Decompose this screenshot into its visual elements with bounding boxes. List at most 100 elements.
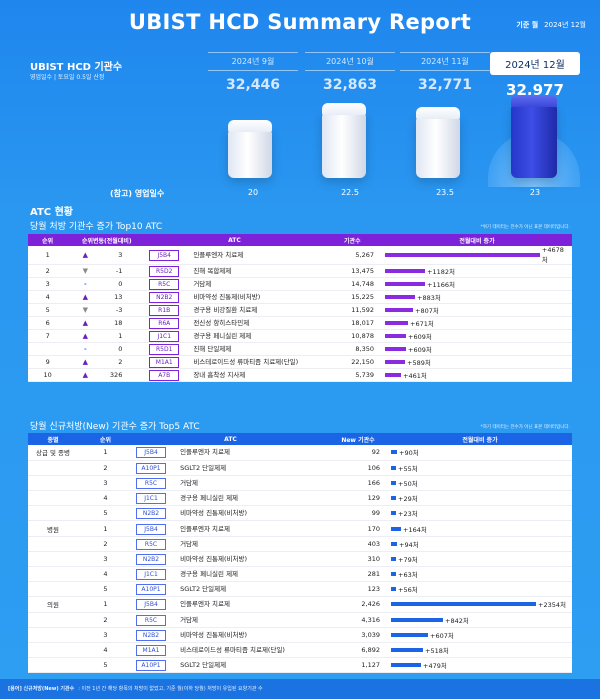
up-arrow-icon: ▲ <box>82 319 89 327</box>
rank: 5 <box>78 581 133 598</box>
count: 13,475 <box>322 264 382 278</box>
table-row: 4 M1A1 비스테로이드성 류마티즘 치료제(단일) 6,892 +518처 <box>28 642 572 659</box>
increase-value: +671처 <box>410 320 434 328</box>
rank: 2 <box>78 612 133 628</box>
atc-name: SGLT2 단일제제 <box>180 661 227 670</box>
no-change-icon: - <box>83 280 87 288</box>
rank-change: ▲ 326 <box>67 368 147 382</box>
atc-cell: N2B2 비마약성 진통제(비처방) <box>146 290 323 304</box>
count: 170 <box>328 520 388 537</box>
increase-bar <box>391 617 443 622</box>
group-name: 병원 <box>28 520 78 537</box>
increase-value: +2354처 <box>538 601 566 610</box>
rank: 4 <box>78 490 133 507</box>
count: 92 <box>328 445 388 461</box>
atc-cell: J1C1 경구용 페니실린 제제 <box>146 329 323 343</box>
increase-value: +807처 <box>415 307 439 315</box>
increase-cell: +671처 <box>382 316 572 330</box>
atc-code: J5B4 <box>136 599 166 611</box>
atc-cell: J5B4 인플루엔자 치료제 <box>146 246 323 265</box>
atc-code: A10P1 <box>136 462 166 474</box>
month-sep: 2024년 9월 32,446 <box>208 52 298 93</box>
atc-code: N2B2 <box>136 508 166 520</box>
increase-value: +55처 <box>398 464 418 473</box>
top10-table: 순위 순위변동(전월대비) ATC 기관수 전월대비 증가 1 ▲ 3 J5B4 인플… <box>28 234 572 382</box>
top10-note: *위기 데이터는 전수가 아닌 표본 데이터입니다. <box>480 225 571 230</box>
increase-cell: +607처 <box>388 627 572 643</box>
group-empty <box>28 642 78 659</box>
atc-name: 전신성 항히스타민제 <box>193 319 250 327</box>
rank: 10 <box>28 368 68 382</box>
increase-value: +1182처 <box>427 268 455 276</box>
count: 8,350 <box>322 342 382 356</box>
up-arrow-icon: ▲ <box>82 371 89 379</box>
month-dec: 2024년 12월 32,977 <box>490 52 580 99</box>
increase-value: +609처 <box>408 333 432 341</box>
rank-change: ▲ 13 <box>67 290 147 304</box>
rank: 3 <box>78 551 133 568</box>
table-row: 의원 1 J5B4 인플루엔자 치료제 2,426 +2354처 <box>28 596 572 613</box>
table-row: 3-0 R5C 거담제 14,748 +1166처 <box>28 277 572 291</box>
basis-value: 2024년 12월 <box>544 21 586 29</box>
increase-cell: +883처 <box>382 290 572 304</box>
count: 166 <box>328 475 388 492</box>
volume-cube <box>416 106 460 178</box>
increase-value: +63처 <box>398 571 418 580</box>
increase-value: +23처 <box>398 510 418 519</box>
rank: 2 <box>78 460 133 476</box>
increase-cell: +63처 <box>388 566 572 583</box>
atc-cell: R5D2 진해 복합제제 <box>146 264 323 278</box>
increase-value: +1166처 <box>427 281 455 289</box>
increase-bar <box>385 360 405 364</box>
atc-cell: J5B4 인플루엔자 치료제 <box>133 596 328 613</box>
group-empty <box>28 490 78 507</box>
increase-cell: +2354처 <box>388 596 572 613</box>
count: 281 <box>328 566 388 583</box>
table-row: 6 ▲ 18 R6A 전신성 항히스타민제 18,017 +671처 <box>28 316 572 330</box>
atc-cell: R5C 거담제 <box>133 612 328 628</box>
increase-bar <box>385 347 406 351</box>
rank: 3 <box>78 627 133 643</box>
group-name: 상급 및 종병 <box>28 445 78 461</box>
atc-cell: A10P1 SGLT2 단일제제 <box>133 460 328 476</box>
atc-code: J1C1 <box>136 569 166 581</box>
count: 106 <box>328 460 388 476</box>
volume-cube-current <box>511 95 557 178</box>
rank: 3 <box>78 475 133 492</box>
atc-name: 경구용 페니실린 제제 <box>193 332 252 340</box>
group-empty <box>28 475 78 492</box>
volume-cube <box>228 120 272 178</box>
rank-change: ▲ 1 <box>67 329 147 343</box>
table-row: 3 R5C 거담제 166 +50처 <box>28 475 572 492</box>
rank <box>28 342 68 356</box>
month-label: 2024년 11월 <box>400 52 490 71</box>
increase-bar <box>385 269 425 273</box>
increase-cell: +4678처 <box>382 246 572 265</box>
increase-cell: +1166처 <box>382 277 572 291</box>
increase-value: +29처 <box>398 495 418 504</box>
table-row: 2 R5C 거담제 4,316 +842처 <box>28 612 572 628</box>
kpi-title: UBIST HCD 기관수 <box>30 62 123 73</box>
atc-cell: A7B 장내 흡착성 지사제 <box>146 368 323 382</box>
month-value: 32,771 <box>417 77 473 93</box>
atc-code: R5D2 <box>149 266 180 277</box>
table-row: 4 J1C1 경구용 페니실린 제제 281 +63처 <box>28 566 572 583</box>
rank-change-value: 1 <box>118 332 123 340</box>
col-header: 기관수 <box>322 234 382 246</box>
top10-title: 당월 처방 기관수 증가 Top10 ATC <box>30 222 163 232</box>
col-header: 순위 <box>28 234 68 246</box>
rank: 1 <box>28 246 68 265</box>
rank: 7 <box>28 329 68 343</box>
increase-bar <box>391 541 397 546</box>
table-row: 5 A10P1 SGLT2 단일제제 123 +56처 <box>28 581 572 598</box>
count: 2,426 <box>328 596 388 613</box>
atc-cell: M1A1 비스테로이드성 류마티즘 치료제(단일) <box>133 642 328 659</box>
rank-change-value: 3 <box>118 251 123 259</box>
col-header: 순위변동(전월대비) <box>67 234 147 246</box>
rank: 5 <box>28 303 68 317</box>
increase-bar <box>391 465 396 470</box>
increase-cell: +1182처 <box>382 264 572 278</box>
increase-value: +479처 <box>423 662 447 671</box>
rank: 1 <box>78 596 133 613</box>
atc-code: N2B2 <box>136 629 166 641</box>
